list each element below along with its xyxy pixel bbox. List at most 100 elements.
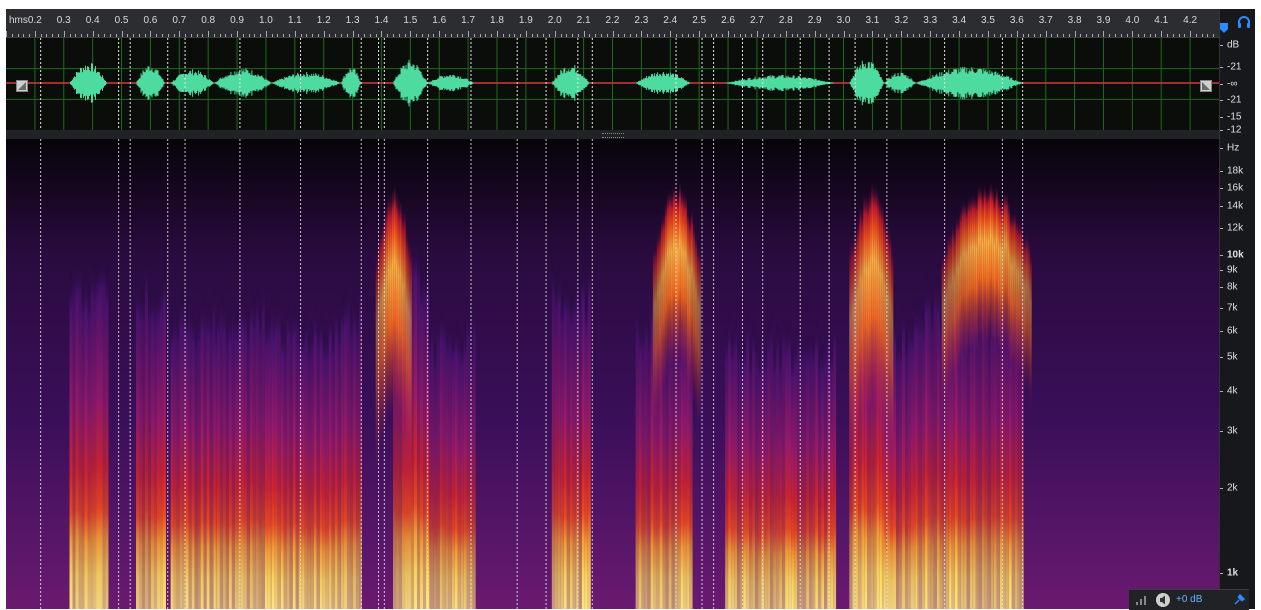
corner-zoom-icon[interactable] xyxy=(16,80,28,92)
pane-splitter[interactable] xyxy=(6,130,1219,139)
pin-icon[interactable] xyxy=(1233,594,1245,606)
ruler-tick xyxy=(433,34,435,37)
spectrogram-column xyxy=(271,306,275,609)
spectrogram-column xyxy=(393,240,396,609)
ruler-tick xyxy=(739,34,741,37)
spectrogram-column xyxy=(978,286,982,609)
waveform-segment xyxy=(341,68,362,98)
ruler-tick xyxy=(387,34,389,37)
splitter-grip-icon[interactable] xyxy=(601,133,624,138)
ruler-tick xyxy=(693,34,695,37)
waveform-view[interactable] xyxy=(6,38,1219,130)
ruler-tick xyxy=(1109,34,1111,37)
sibilant-column xyxy=(985,190,988,345)
spectrogram-column xyxy=(234,307,238,609)
ruler-tick xyxy=(260,34,262,37)
spectrogram-column xyxy=(258,301,262,609)
spectrogram-column xyxy=(1002,278,1006,609)
ruler-tick xyxy=(375,34,377,37)
ruler-tick xyxy=(369,34,371,37)
time-ruler[interactable]: hms 0.2 0.3 0.4 0.5 0.6 0.7 0.8 0.9 1.0 1.1 1.2 1.3… xyxy=(6,9,1220,38)
spectrogram-column xyxy=(791,345,795,609)
spectrogram-column xyxy=(310,320,314,609)
ruler-tick xyxy=(953,34,955,37)
sibilant-column xyxy=(387,193,390,414)
sibilant-column xyxy=(951,222,954,377)
ruler-tick xyxy=(496,31,498,37)
ruler-tick xyxy=(156,34,158,37)
ruler-tick xyxy=(756,31,758,37)
ruler-tick xyxy=(179,31,181,37)
sibilant-column xyxy=(407,236,410,456)
ruler-tick xyxy=(525,31,527,37)
sibilant-column xyxy=(859,203,862,424)
speaker-icon[interactable] xyxy=(1155,592,1171,608)
spectrogram-column xyxy=(743,335,747,609)
sibilant-column xyxy=(1019,219,1022,374)
spectrogram-column xyxy=(930,297,934,609)
ruler-tick xyxy=(855,34,857,37)
ruler-tick xyxy=(612,31,614,37)
sibilant-column xyxy=(883,209,886,430)
spectrogram-column xyxy=(472,301,476,609)
sibilant-column xyxy=(399,198,402,419)
spectrogram-column xyxy=(797,323,801,609)
spectrogram-column xyxy=(770,311,774,609)
ruler-tick xyxy=(1172,34,1174,37)
spectrogram-column xyxy=(307,330,311,609)
spectrogram-column xyxy=(457,327,461,609)
sibilant-column xyxy=(863,192,866,412)
ruler-tick xyxy=(733,34,735,37)
ruler-tick-label: 2.1 xyxy=(576,15,591,26)
spectrogram-column xyxy=(399,260,402,609)
sibilant-column xyxy=(869,189,872,410)
spectrogram-column xyxy=(677,301,681,609)
ruler-tick xyxy=(514,34,516,37)
ruler-tick-label: 1.0 xyxy=(258,15,273,26)
ruler-tick xyxy=(647,34,649,37)
ruler-tick xyxy=(624,34,626,37)
ruler-tick xyxy=(161,34,163,37)
spectrogram-column xyxy=(975,290,979,609)
ruler-tick xyxy=(1086,34,1088,37)
headphones-icon[interactable] xyxy=(1237,15,1251,29)
sibilant-column xyxy=(682,191,685,368)
ruler-tick xyxy=(265,31,267,37)
ruler-tick xyxy=(1016,31,1018,37)
spectrogram-column xyxy=(1008,300,1012,609)
ruler-tick xyxy=(843,31,845,37)
frequency-scale-label: 4k xyxy=(1227,385,1238,397)
ruler-tick-label: 2.8 xyxy=(778,15,793,26)
ruler-tick-label: 2.2 xyxy=(605,15,620,26)
pin-icon[interactable] xyxy=(1219,23,1229,33)
spectrogram-column xyxy=(176,309,180,609)
sibilant-column xyxy=(953,229,956,383)
ruler-tick xyxy=(930,31,932,37)
spectrogram-column xyxy=(163,263,166,609)
axis-tick xyxy=(1220,117,1223,118)
sibilant-column xyxy=(1005,192,1008,347)
sibilant-column xyxy=(670,190,673,367)
spectrogram-column xyxy=(439,305,443,609)
sibilant-column xyxy=(947,231,950,386)
ruler-tick xyxy=(895,34,897,37)
ruler-tick xyxy=(202,34,204,37)
spectrogram-column xyxy=(240,290,244,609)
ruler-tick xyxy=(924,34,926,37)
ruler-tick xyxy=(34,31,36,37)
spectrogram-column xyxy=(954,273,958,609)
spectrogram-column xyxy=(225,312,229,609)
spectrogram-column xyxy=(139,281,142,609)
spectrogram-column xyxy=(304,310,308,609)
ruler-tick xyxy=(583,31,585,37)
spectrogram-column xyxy=(749,345,753,609)
ruler-tick xyxy=(219,34,221,37)
spectrogram-column xyxy=(72,256,76,609)
gain-value[interactable]: +0 dB xyxy=(1176,594,1203,605)
corner-zoom-icon[interactable] xyxy=(1200,80,1212,92)
sibilant-column xyxy=(401,209,404,430)
ruler-tick xyxy=(1149,34,1151,37)
spectrogram-view[interactable] xyxy=(6,139,1219,609)
frequency-scale-label: 1k xyxy=(1227,567,1239,579)
ruler-tick xyxy=(883,34,885,37)
